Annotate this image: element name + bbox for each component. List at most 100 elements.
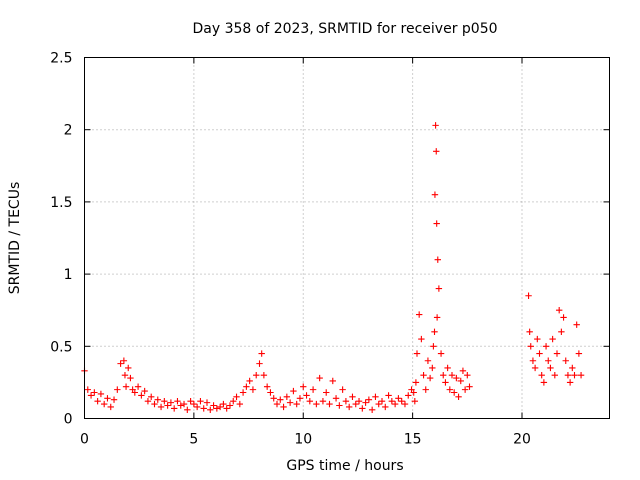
data-point: [329, 377, 336, 385]
data-point: [349, 393, 356, 401]
data-point: [256, 360, 263, 367]
data-point: [566, 379, 574, 386]
data-point: [525, 292, 532, 299]
data-point: [210, 402, 217, 409]
grid: [84, 57, 610, 419]
data-point: [100, 400, 108, 408]
data-point: [249, 386, 257, 393]
data-point: [309, 386, 317, 393]
data-point: [534, 335, 541, 343]
data-point: [442, 379, 449, 386]
data-point: [303, 392, 310, 399]
data-point: [141, 387, 148, 395]
data-point: [571, 371, 578, 379]
data-point: [332, 395, 340, 402]
data-point: [395, 395, 402, 402]
data-point: [91, 389, 98, 396]
data-point: [127, 374, 134, 382]
data-point: [437, 350, 445, 357]
data-point: [431, 191, 439, 198]
data-point: [378, 397, 386, 405]
data-point: [415, 311, 423, 318]
data-point: [368, 406, 376, 414]
data-point: [388, 397, 396, 405]
data-point: [306, 397, 314, 405]
data-point: [300, 383, 307, 390]
data-point: [270, 395, 277, 402]
data-point: [87, 392, 95, 399]
data-point: [223, 405, 230, 412]
data-point: [157, 403, 165, 411]
data-point: [558, 328, 565, 336]
data-point: [355, 397, 363, 405]
data-point: [258, 350, 265, 357]
data-point: [430, 343, 437, 350]
data-point: [531, 364, 539, 372]
data-point: [114, 386, 121, 393]
data-point: [246, 377, 253, 385]
data-point: [125, 364, 132, 372]
data-point: [426, 374, 434, 382]
data-point: [161, 397, 168, 405]
data-point: [345, 403, 353, 411]
data-point: [435, 285, 443, 292]
data-point: [151, 400, 158, 408]
y-tick-label: 0.5: [50, 339, 72, 355]
data-point: [107, 403, 114, 411]
data-point: [190, 400, 198, 408]
data-point: [97, 390, 105, 398]
data-point: [401, 400, 409, 408]
data-point: [144, 397, 152, 405]
data-point: [545, 357, 552, 364]
x-tick-label: 10: [294, 432, 312, 448]
data-point: [422, 386, 429, 393]
data-point: [352, 400, 359, 408]
data-point: [433, 148, 440, 155]
data-point: [461, 386, 469, 393]
data-point: [412, 379, 420, 386]
data-point: [375, 400, 382, 408]
data-point: [359, 405, 366, 412]
data-point: [323, 389, 330, 396]
x-tick-label: 20: [513, 432, 531, 448]
data-point: [187, 397, 194, 405]
data-point: [336, 402, 343, 409]
data-point: [104, 395, 111, 402]
data-point: [577, 371, 585, 379]
data-point: [131, 389, 139, 396]
data-point: [434, 256, 441, 263]
data-point: [410, 389, 417, 396]
data-point: [84, 386, 91, 393]
data-point: [267, 389, 274, 396]
data-point: [420, 371, 427, 379]
y-axis-label: SRMTID / TECUs: [7, 182, 23, 295]
y-tick-label: 2: [64, 123, 73, 139]
data-point: [164, 402, 171, 409]
data-point: [391, 400, 399, 408]
data-point: [457, 377, 464, 385]
data-point: [538, 371, 545, 379]
data-point: [551, 371, 559, 379]
data-point: [316, 374, 323, 382]
axis-ticks: [84, 57, 610, 419]
data-point: [184, 406, 191, 414]
data-point: [110, 396, 118, 403]
data-point: [293, 400, 300, 408]
data-point: [446, 386, 454, 393]
data-point: [207, 406, 214, 414]
data-point: [424, 357, 432, 364]
data-point: [372, 393, 379, 401]
data-point: [230, 397, 237, 405]
data-point: [220, 400, 227, 408]
data-point: [536, 350, 543, 357]
data-point: [174, 397, 181, 405]
data-point: [177, 402, 184, 409]
data-point: [203, 399, 211, 406]
data-point: [326, 400, 333, 408]
data-point: [273, 400, 281, 408]
data-point: [453, 374, 460, 382]
data-point: [122, 383, 130, 390]
chart-title: Day 358 of 2023, SRMTID for receiver p05…: [192, 21, 497, 37]
data-point: [433, 314, 441, 321]
data-point: [134, 383, 142, 390]
